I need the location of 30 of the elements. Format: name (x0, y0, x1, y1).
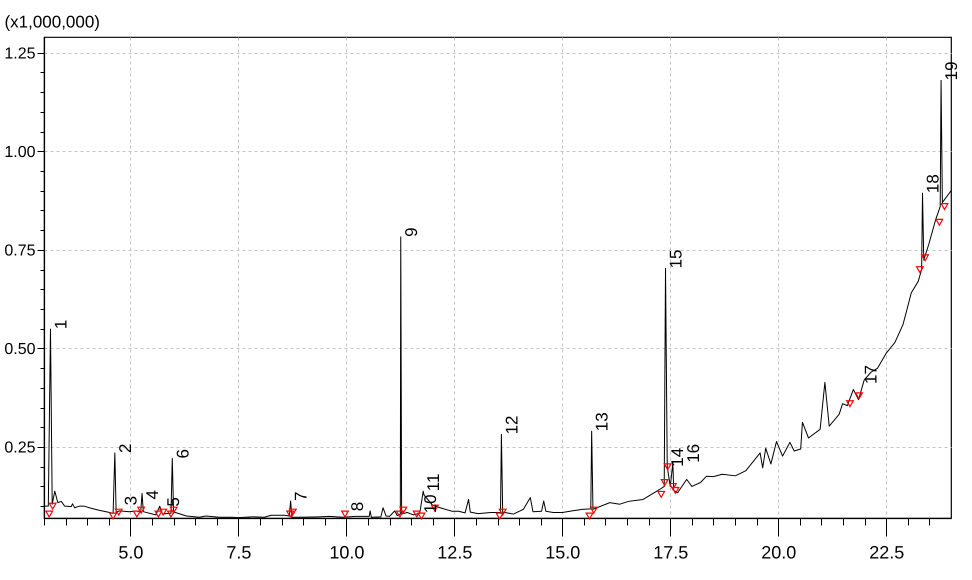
annotation: 11 (424, 474, 444, 492)
y-tick-label: 1.25 (4, 45, 36, 62)
x-tick-label: 20.0 (761, 542, 796, 562)
annotation: 7 (292, 492, 311, 502)
annotation: 13 (592, 412, 612, 432)
annotation: 8 (348, 502, 368, 512)
y-tick-label: 0.25 (4, 440, 36, 457)
y-tick-label: 0.75 (4, 242, 36, 260)
annotation: 18 (923, 174, 942, 194)
annotation: 2 (116, 443, 135, 453)
annotation: 6 (173, 449, 192, 458)
annotation: 4 (143, 490, 162, 500)
x-tick-label: 17.5 (653, 542, 688, 562)
annotation: 17 (861, 365, 880, 384)
annotation: 3 (121, 496, 140, 506)
x-tick-label: 22.5 (869, 542, 904, 562)
annotation: 12 (502, 415, 522, 434)
x-tick-label: 12.5 (437, 542, 472, 562)
x-tick-label: 5.0 (118, 542, 144, 562)
annotation: 15 (666, 250, 686, 268)
annotation: 19 (942, 61, 962, 80)
y-axis-title: (x1,000,000) (4, 12, 100, 32)
annotation: 9 (402, 227, 421, 237)
y-tick-label: 0.50 (4, 340, 36, 358)
annotation: 1 (51, 320, 70, 330)
x-tick-label: 10.0 (329, 542, 364, 562)
y-tick-label: 1.00 (4, 144, 36, 161)
x-tick-label: 15.0 (545, 542, 580, 562)
annotation: 10 (420, 494, 440, 514)
x-tick-label: 7.5 (226, 542, 252, 562)
